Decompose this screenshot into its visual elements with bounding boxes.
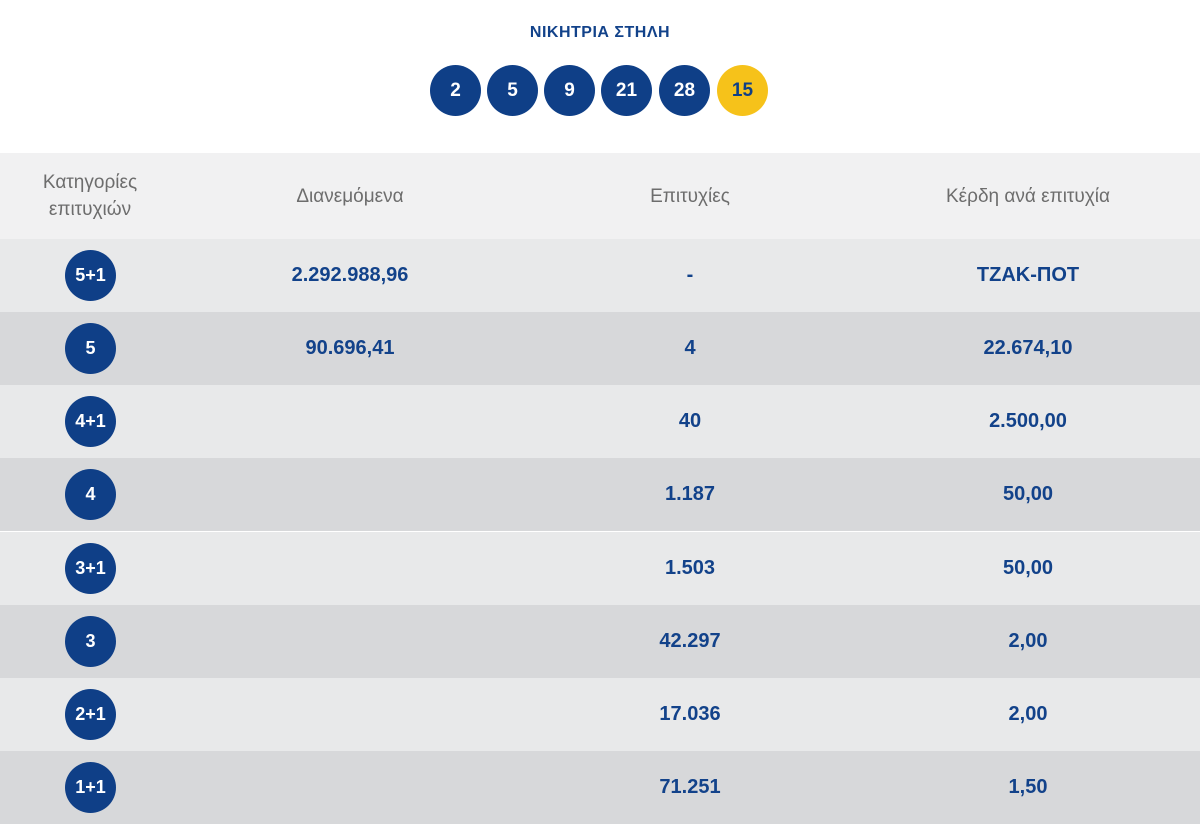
distributed-cell	[200, 385, 500, 458]
distributed-cell	[200, 678, 500, 751]
winning-column-header: ΝΙΚΗΤΡΙΑ ΣΤΗΛΗ 2 5 9 21 28 15	[0, 0, 1200, 153]
number-ball: 21	[601, 65, 652, 116]
header-category-line1: Κατηγορίες	[42, 172, 138, 193]
header-winners: Επιτυχίες	[650, 185, 730, 207]
prize-cell: 2,00	[1008, 630, 1048, 652]
header-category-line2: επιτυχιών	[48, 199, 132, 220]
category-badge: 5	[65, 323, 116, 374]
winners-cell: 4	[684, 337, 696, 359]
prize-cell: 50,00	[1002, 557, 1054, 579]
table-row: 4 1.187 50,00	[0, 458, 1200, 531]
distributed-cell	[200, 458, 500, 531]
table-row: 5 90.696,41 4 22.674,10	[0, 312, 1200, 385]
table-row: 3 42.297 2,00	[0, 605, 1200, 678]
joker-ball: 15	[717, 65, 768, 116]
prize-cell: 50,00	[1002, 483, 1054, 505]
winning-column-title: ΝΙΚΗΤΡΙΑ ΣΤΗΛΗ	[529, 24, 671, 41]
prize-cell: 1,50	[1008, 776, 1048, 798]
category-badge: 4	[65, 469, 116, 520]
category-badge: 5+1	[65, 250, 116, 301]
prize-table: Κατηγορίες επιτυχιών Διανεμόμενα Επιτυχί…	[0, 153, 1200, 824]
table-row: 1+1 71.251 1,50	[0, 751, 1200, 824]
number-ball: 2	[430, 65, 481, 116]
prize-cell: 2,00	[1008, 703, 1048, 725]
winners-cell: 40	[678, 410, 702, 432]
category-badge: 4+1	[65, 396, 116, 447]
winners-cell: -	[686, 264, 694, 286]
table-row: 5+1 2.292.988,96 - ΤΖΑΚ-ΠΟΤ	[0, 239, 1200, 312]
distributed-cell	[200, 532, 500, 605]
winners-cell: 1.187	[664, 483, 716, 505]
distributed-cell: 90.696,41	[305, 337, 395, 359]
distributed-cell: 2.292.988,96	[291, 264, 409, 286]
winners-cell: 71.251	[659, 776, 721, 798]
prize-cell: 2.500,00	[989, 410, 1067, 432]
winners-cell: 42.297	[659, 630, 721, 652]
distributed-cell	[200, 751, 500, 824]
table-row: 2+1 17.036 2,00	[0, 678, 1200, 751]
winners-cell: 1.503	[664, 557, 716, 579]
winning-numbers: 2 5 9 21 28 15	[430, 65, 770, 117]
category-badge: 1+1	[65, 762, 116, 813]
distributed-cell	[200, 605, 500, 678]
header-distributed: Διανεμόμενα	[296, 185, 404, 207]
header-category: Κατηγορίες επιτυχιών	[0, 153, 180, 239]
prize-cell: ΤΖΑΚ-ΠΟΤ	[976, 264, 1080, 286]
table-row: 3+1 1.503 50,00	[0, 532, 1200, 605]
table-header: Κατηγορίες επιτυχιών Διανεμόμενα Επιτυχί…	[0, 153, 1200, 239]
number-ball: 5	[487, 65, 538, 116]
table-row: 4+1 40 2.500,00	[0, 385, 1200, 458]
category-badge: 3	[65, 616, 116, 667]
category-badge: 2+1	[65, 689, 116, 740]
number-ball: 9	[544, 65, 595, 116]
header-prize: Κέρδη ανά επιτυχία	[946, 185, 1110, 207]
number-ball: 28	[659, 65, 710, 116]
winners-cell: 17.036	[659, 703, 721, 725]
category-badge: 3+1	[65, 543, 116, 594]
prize-cell: 22.674,10	[983, 337, 1073, 359]
